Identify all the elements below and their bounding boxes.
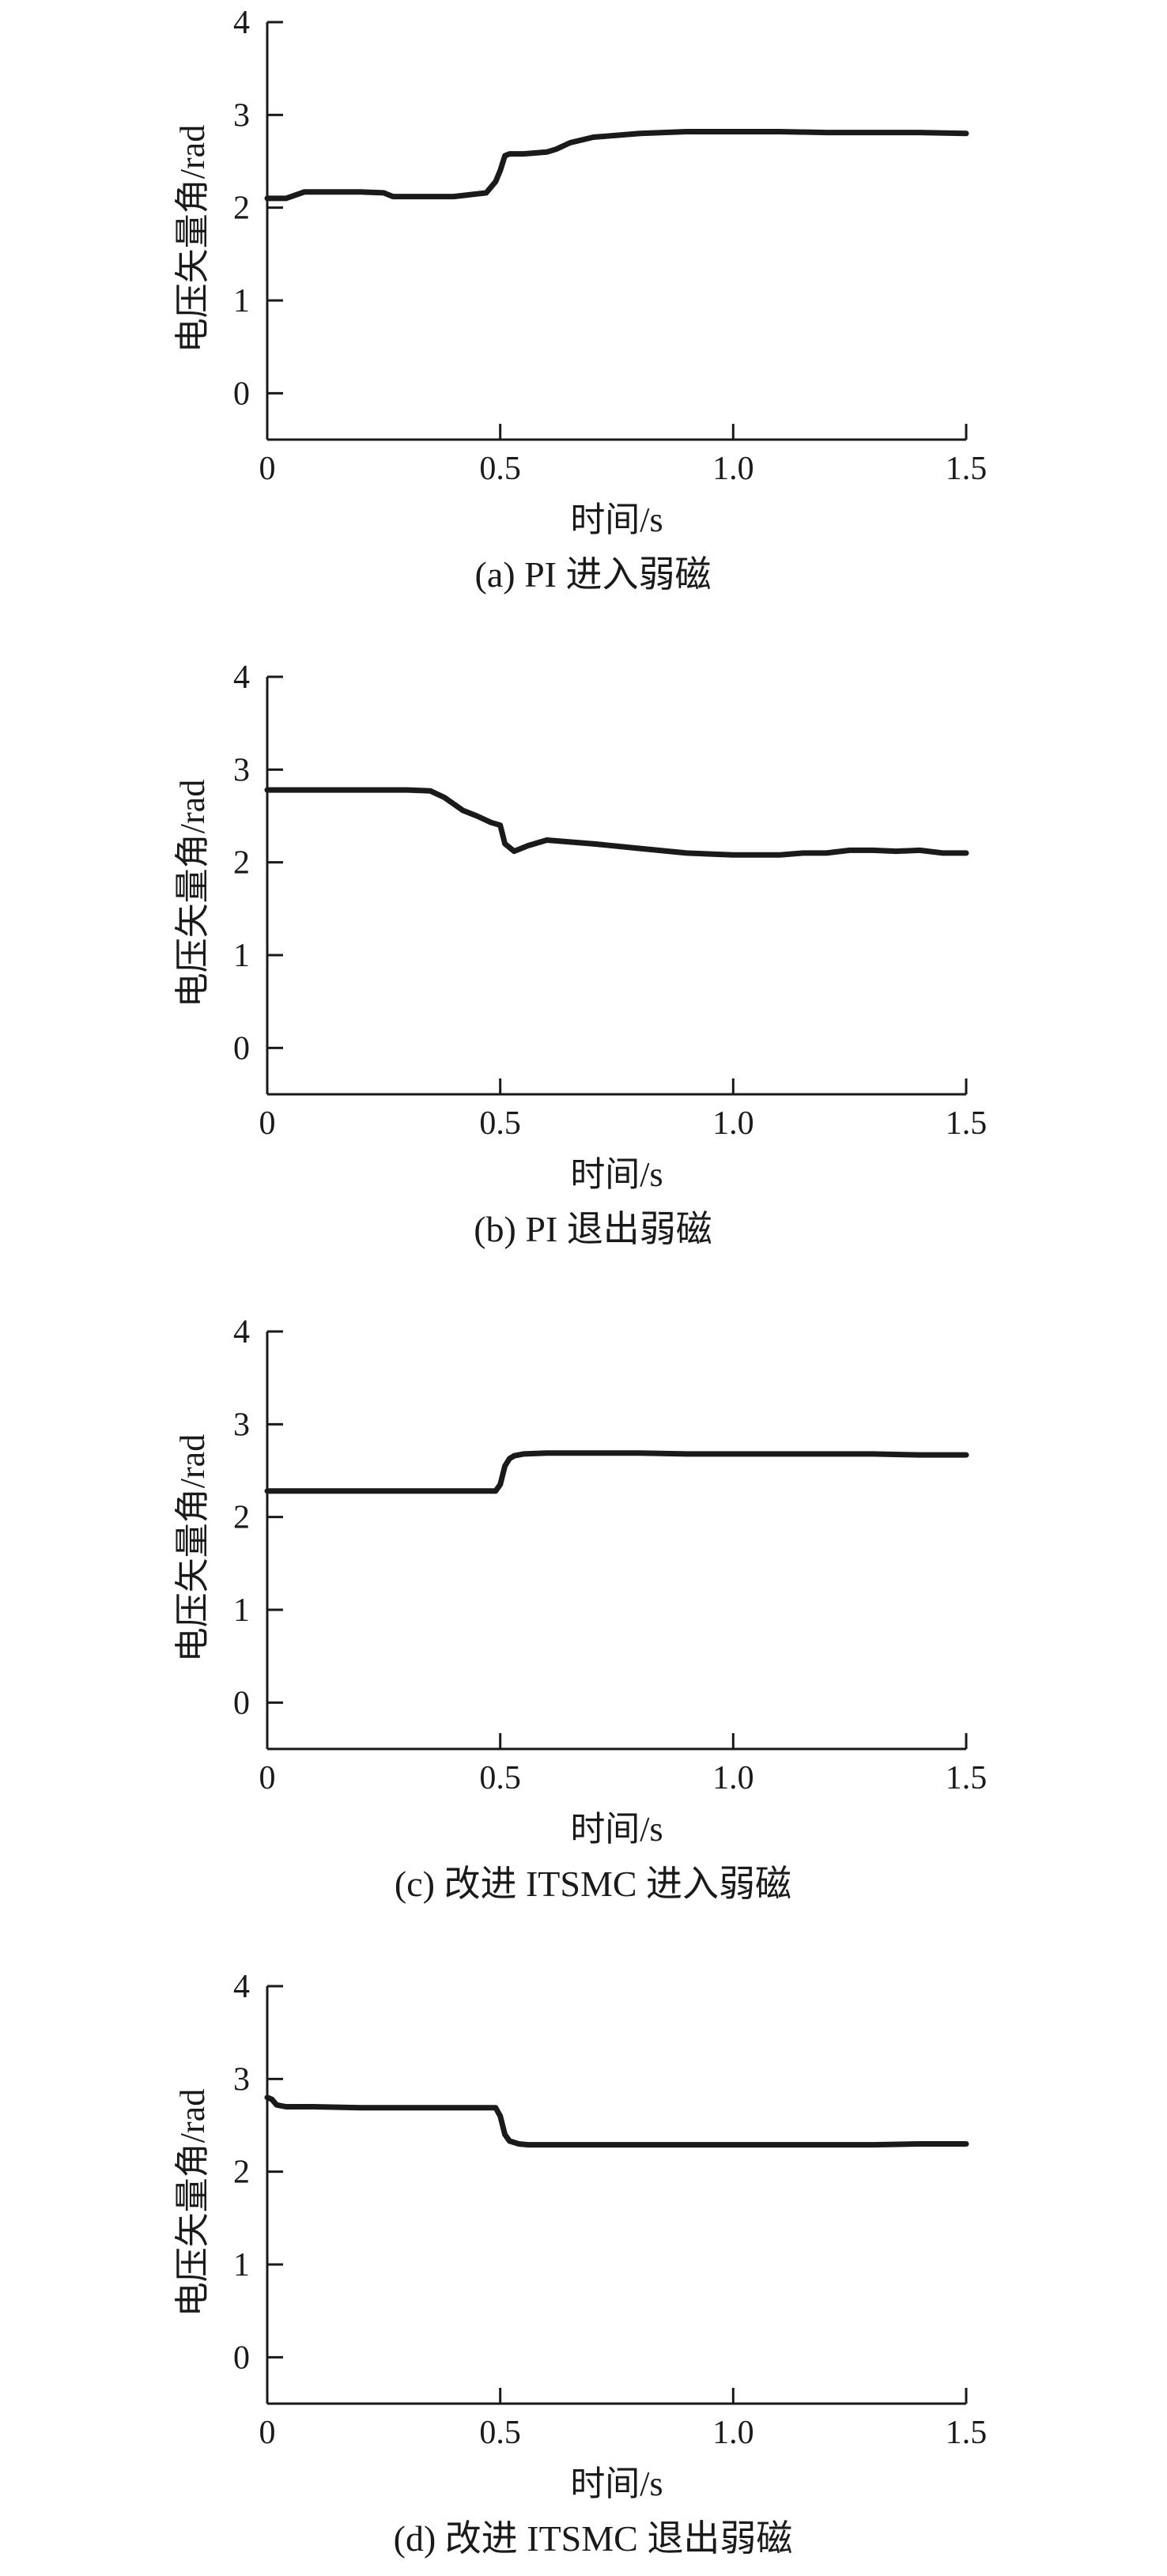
y-tick-label: 3 — [233, 1407, 250, 1443]
x-tick-label: 1.0 — [712, 1105, 754, 1142]
x-axis-title: 时间/s — [570, 2465, 663, 2503]
y-tick-label: 3 — [233, 752, 250, 788]
y-tick-label: 1 — [233, 2247, 250, 2283]
series-line-0 — [264, 787, 969, 858]
y-tick-label: 3 — [233, 97, 250, 134]
x-tick-label: 1.0 — [712, 2415, 754, 2451]
y-tick-label: 1 — [233, 1592, 250, 1629]
panel-caption: (a) PI 进入弱磁 — [475, 554, 712, 595]
y-tick-label: 4 — [233, 1314, 250, 1350]
panel-caption: (d) 改进 ITSMC 退出弱磁 — [394, 2518, 793, 2559]
x-axis-title: 时间/s — [570, 500, 663, 539]
x-tick-label: 1.0 — [712, 1760, 754, 1796]
x-axis-title: 时间/s — [570, 1810, 663, 1849]
x-tick-label: 0.5 — [479, 1105, 521, 1142]
y-tick-label: 1 — [233, 283, 250, 319]
x-tick-label: 0.5 — [479, 2415, 521, 2451]
y-tick-label: 2 — [233, 191, 250, 227]
y-tick-label: 0 — [233, 1030, 250, 1067]
chart-panel-0: 0 1 2 3 4 0 0.5 1.0 1.5 时间/s 电压矢量角/rad (a) PI 进入弱磁 — [173, 5, 987, 595]
y-tick-label: 2 — [233, 2155, 250, 2191]
y-tick-label: 1 — [233, 938, 250, 974]
y-axis-title: 电压矢量角/rad — [173, 2089, 212, 2317]
y-tick-label: 2 — [233, 1500, 250, 1536]
y-tick-label: 0 — [233, 1685, 250, 1721]
panel-caption: (c) 改进 ITSMC 进入弱磁 — [395, 1864, 791, 1904]
y-tick-label: 2 — [233, 845, 250, 882]
y-axis-title: 电压矢量角/rad — [173, 125, 212, 353]
series-line-0 — [264, 2094, 969, 2148]
y-axis-title: 电压矢量角/rad — [173, 780, 212, 1007]
x-tick-label: 1.5 — [946, 451, 988, 487]
x-tick-label: 0.5 — [479, 451, 521, 487]
y-tick-label: 4 — [233, 1969, 250, 2005]
x-tick-label: 1.5 — [946, 1760, 988, 1796]
y-axis-title: 电压矢量角/rad — [173, 1434, 212, 1662]
x-tick-label: 0 — [259, 451, 276, 487]
series-line-0 — [264, 129, 969, 202]
x-tick-label: 1.5 — [946, 2415, 988, 2451]
y-tick-label: 3 — [233, 2061, 250, 2098]
chart-panel-3: 0 1 2 3 4 0 0.5 1.0 1.5 时间/s 电压矢量角/rad (d) 改进 ITSMC… — [173, 1969, 987, 2559]
y-tick-label: 0 — [233, 2340, 250, 2376]
x-tick-label: 0.5 — [479, 1760, 521, 1796]
x-axis-title: 时间/s — [570, 1155, 663, 1194]
y-tick-label: 4 — [233, 659, 250, 696]
y-tick-label: 4 — [233, 5, 250, 41]
x-tick-label: 0 — [259, 2415, 276, 2451]
x-tick-label: 0 — [259, 1105, 276, 1142]
chart-panel-2: 0 1 2 3 4 0 0.5 1.0 1.5 时间/s 电压矢量角/rad (c) 改进 ITSMC… — [173, 1314, 987, 1904]
x-tick-label: 1.0 — [712, 451, 754, 487]
panel-caption: (b) PI 退出弱磁 — [474, 1209, 712, 1249]
series-line-0 — [264, 1450, 969, 1494]
y-tick-label: 0 — [233, 376, 250, 412]
chart-panel-1: 0 1 2 3 4 0 0.5 1.0 1.5 时间/s 电压矢量角/rad (b) PI 退出弱磁 — [173, 659, 987, 1249]
x-tick-label: 1.5 — [946, 1105, 988, 1142]
x-tick-label: 0 — [259, 1760, 276, 1796]
